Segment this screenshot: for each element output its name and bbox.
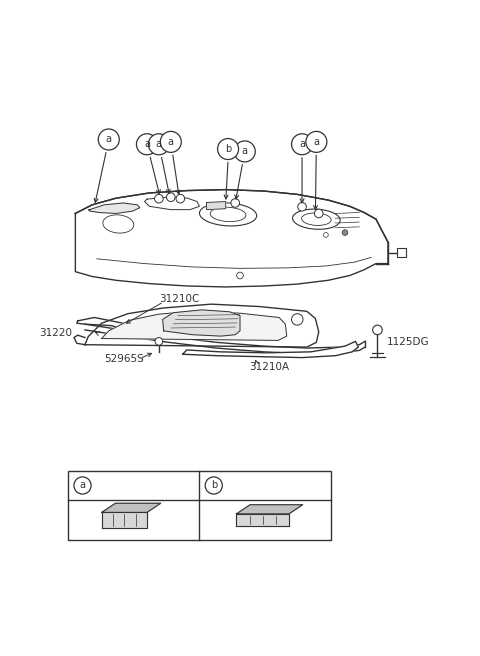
Circle shape xyxy=(136,134,157,155)
Polygon shape xyxy=(102,311,287,340)
Text: a: a xyxy=(242,146,248,156)
Circle shape xyxy=(148,134,169,155)
Circle shape xyxy=(298,203,306,211)
Circle shape xyxy=(155,338,163,345)
Polygon shape xyxy=(206,201,226,210)
FancyBboxPatch shape xyxy=(397,248,406,257)
Text: a: a xyxy=(106,134,112,144)
Circle shape xyxy=(324,233,328,237)
Polygon shape xyxy=(85,304,319,347)
Circle shape xyxy=(291,314,303,325)
Polygon shape xyxy=(183,341,359,358)
Polygon shape xyxy=(75,190,388,287)
Text: 31220: 31220 xyxy=(39,328,72,338)
Polygon shape xyxy=(102,503,161,512)
Circle shape xyxy=(160,131,181,152)
Circle shape xyxy=(291,134,312,155)
Polygon shape xyxy=(237,514,289,526)
Circle shape xyxy=(314,209,323,218)
Circle shape xyxy=(217,138,239,159)
Text: 52965S: 52965S xyxy=(104,354,144,364)
Text: a: a xyxy=(299,139,305,150)
Polygon shape xyxy=(237,504,303,514)
Text: 31210C: 31210C xyxy=(159,295,199,304)
Circle shape xyxy=(234,141,255,162)
Circle shape xyxy=(205,477,222,494)
Circle shape xyxy=(306,131,327,152)
Text: a: a xyxy=(80,480,85,491)
Circle shape xyxy=(372,325,382,335)
FancyBboxPatch shape xyxy=(68,471,331,541)
Text: 1125DG: 1125DG xyxy=(387,337,430,347)
Text: 31101: 31101 xyxy=(227,479,264,492)
Text: a: a xyxy=(144,139,150,150)
Polygon shape xyxy=(77,318,130,330)
Polygon shape xyxy=(88,203,140,213)
Circle shape xyxy=(237,272,243,279)
Text: 31210A: 31210A xyxy=(250,362,289,372)
Text: b: b xyxy=(225,144,231,154)
Text: a: a xyxy=(313,137,319,147)
Circle shape xyxy=(74,477,91,494)
Circle shape xyxy=(231,199,240,207)
Circle shape xyxy=(98,129,119,150)
Polygon shape xyxy=(102,512,147,527)
Circle shape xyxy=(167,193,175,201)
Text: a: a xyxy=(156,139,162,150)
Polygon shape xyxy=(163,310,240,336)
Circle shape xyxy=(342,230,348,236)
Text: a: a xyxy=(168,137,174,147)
Circle shape xyxy=(155,194,163,203)
Circle shape xyxy=(176,194,185,203)
Text: 31101C: 31101C xyxy=(96,479,142,492)
Text: b: b xyxy=(211,480,217,491)
